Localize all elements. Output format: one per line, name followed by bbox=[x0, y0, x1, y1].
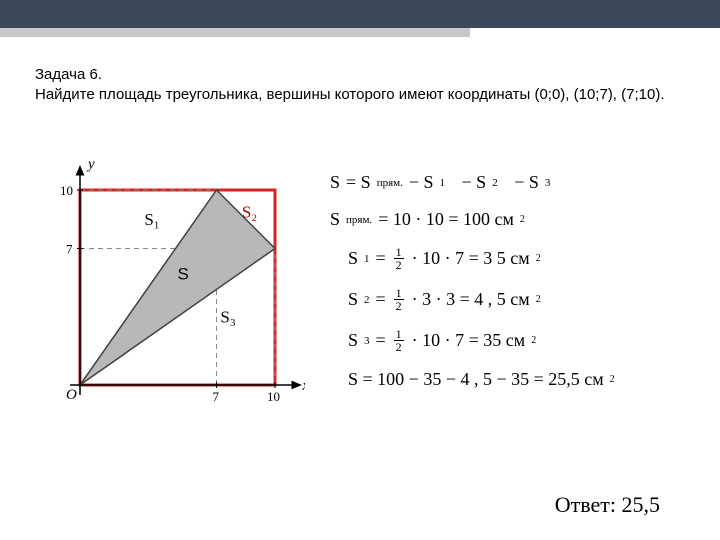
problem-statement: Найдите площадь треугольника, вершины ко… bbox=[35, 86, 665, 103]
svg-text:S: S bbox=[178, 265, 189, 284]
svg-text:y: y bbox=[86, 157, 95, 173]
equations-block: S = Sпрям. − S1 − S2 − S3 Sпрям. = 10 · … bbox=[330, 172, 700, 406]
svg-text:S₂: S₂ bbox=[242, 202, 257, 221]
svg-text:7: 7 bbox=[213, 389, 220, 404]
svg-text:S₁: S₁ bbox=[144, 210, 159, 229]
eq-main: S = Sпрям. − S1 − S2 − S3 bbox=[330, 172, 700, 193]
eq-s1: S1 = 12 · 10 · 7 = 3 5 см2 bbox=[348, 246, 700, 271]
slide-sub-bar bbox=[0, 28, 470, 37]
slide-top-bar bbox=[0, 0, 720, 28]
answer-line: Ответ: 25,5 bbox=[555, 492, 660, 518]
answer-label: Ответ: bbox=[555, 492, 616, 517]
svg-text:10: 10 bbox=[60, 183, 73, 198]
problem-title: Задача 6. bbox=[35, 66, 102, 83]
svg-text:O: O bbox=[66, 387, 77, 403]
answer-value: 25,5 bbox=[622, 492, 661, 517]
svg-text:7: 7 bbox=[66, 242, 73, 257]
eq-s2: S2 = 12 · 3 · 3 = 4 , 5 см2 bbox=[348, 287, 700, 312]
svg-text:x: x bbox=[301, 378, 305, 394]
triangle-chart: y x O 7 10 7 10 S₁ S₂ S₃ S bbox=[35, 150, 305, 420]
eq-rect: Sпрям. = 10 · 10 = 100 см2 bbox=[330, 209, 700, 230]
eq-final: S = 100 − 35 − 4 , 5 − 35 = 25,5 см2 bbox=[348, 369, 700, 390]
svg-text:10: 10 bbox=[267, 389, 280, 404]
eq-s3: S3 = 12 · 10 · 7 = 35 см2 bbox=[348, 328, 700, 353]
problem-text: Задача 6. Найдите площадь треугольника, … bbox=[35, 65, 685, 106]
svg-text:S₃: S₃ bbox=[220, 308, 235, 327]
